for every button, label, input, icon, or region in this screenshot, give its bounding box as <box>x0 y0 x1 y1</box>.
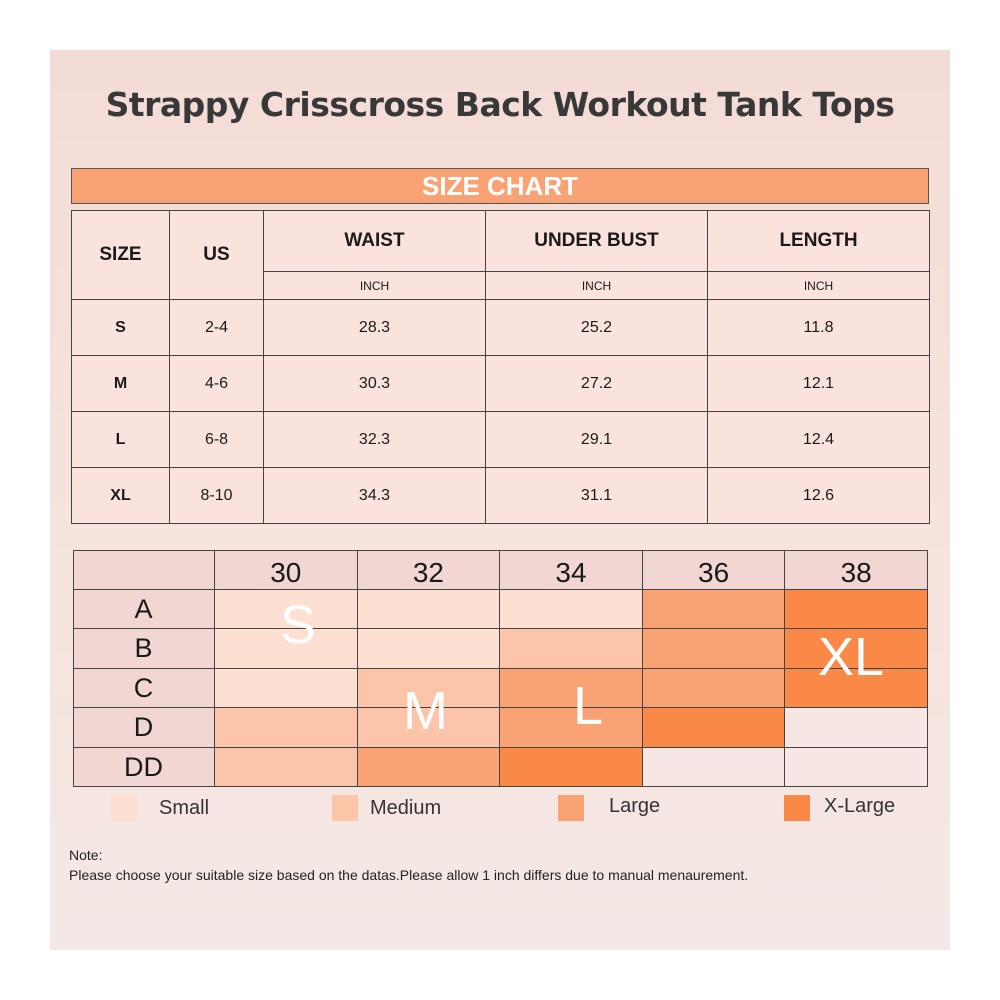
band-header: 32 <box>357 550 501 590</box>
legend-label: Small <box>159 797 210 819</box>
size-cell <box>357 590 501 630</box>
grid-corner-cell <box>73 550 215 590</box>
table-row: L 6-8 32.3 29.1 12.4 <box>71 411 930 468</box>
size-cell <box>642 708 786 748</box>
unit-label-length: INCH <box>707 271 930 300</box>
column-header-us: US <box>169 210 264 300</box>
size-cell <box>215 708 358 748</box>
band-header: 36 <box>642 550 786 590</box>
length-cell: 11.8 <box>707 299 930 356</box>
size-cell <box>642 629 786 669</box>
size-cell <box>357 708 501 748</box>
us-cell: 2-4 <box>169 299 264 356</box>
unit-label-waist: INCH <box>263 271 486 300</box>
cup-header: D <box>73 708 215 748</box>
size-cell <box>215 590 358 630</box>
column-header-size: SIZE <box>71 210 170 300</box>
column-header-length: LENGTH <box>707 210 930 272</box>
under-bust-cell: 31.1 <box>485 467 708 524</box>
band-header: 38 <box>785 550 928 590</box>
size-cell: XL <box>71 467 170 524</box>
size-cell <box>500 629 643 669</box>
size-cell <box>785 629 928 669</box>
size-overlay-l: L <box>573 676 604 736</box>
waist-cell: 28.3 <box>263 299 486 356</box>
unit-label-under-bust: INCH <box>485 271 708 300</box>
size-cell <box>785 668 928 709</box>
size-cell <box>215 629 358 669</box>
cup-header: A <box>73 590 215 630</box>
size-cell <box>357 668 501 709</box>
size-cell <box>642 747 786 787</box>
size-cell <box>642 590 786 630</box>
legend-label: Large <box>609 795 661 817</box>
under-bust-cell: 27.2 <box>485 355 708 412</box>
column-header-under-bust: UNDER BUST <box>485 210 708 272</box>
waist-cell: 30.3 <box>263 355 486 412</box>
length-cell: 12.4 <box>707 411 930 468</box>
legend-swatch <box>558 795 584 821</box>
legend-label: X-Large <box>824 795 896 817</box>
size-cell <box>500 747 643 787</box>
size-cell <box>785 708 928 748</box>
size-cell: S <box>71 299 170 356</box>
band-header: 30 <box>215 550 358 590</box>
size-cell <box>785 747 928 787</box>
size-cell <box>642 668 786 709</box>
table-row: XL 8-10 34.3 31.1 12.6 <box>71 467 930 524</box>
column-header-waist: WAIST <box>263 210 486 272</box>
band-header: 34 <box>500 550 643 590</box>
size-overlay-m: M <box>403 681 448 741</box>
cup-header: C <box>73 668 215 709</box>
bra-size-grid: 30 32 34 36 38 A B C D DD S M L XL <box>73 550 928 787</box>
under-bust-cell: 25.2 <box>485 299 708 356</box>
cup-header: DD <box>73 747 215 787</box>
legend-swatch <box>332 795 358 821</box>
size-overlay-s: S <box>280 595 317 655</box>
note-text: Please choose your suitable size based o… <box>69 867 749 883</box>
size-cell <box>500 590 643 630</box>
legend-swatch <box>784 795 810 821</box>
table-row: S 2-4 28.3 25.2 11.8 <box>71 299 930 356</box>
table-row: M 4-6 30.3 27.2 12.1 <box>71 355 930 412</box>
page-title: Strappy Crisscross Back Workout Tank Top… <box>105 85 895 124</box>
size-cell: L <box>71 411 170 468</box>
size-cell <box>500 708 643 748</box>
length-cell: 12.6 <box>707 467 930 524</box>
size-cell <box>357 629 501 669</box>
us-cell: 6-8 <box>169 411 264 468</box>
waist-cell: 32.3 <box>263 411 486 468</box>
size-cell <box>215 668 358 709</box>
us-cell: 4-6 <box>169 355 264 412</box>
size-cell <box>785 590 928 630</box>
size-cell <box>357 747 501 787</box>
size-overlay-xl: XL <box>818 627 885 687</box>
note-title: Note: <box>69 847 103 863</box>
size-cell <box>500 668 643 709</box>
legend-label: Medium <box>370 797 442 819</box>
size-cell <box>215 747 358 787</box>
size-chart-heading: SIZE CHART <box>71 168 929 204</box>
waist-cell: 34.3 <box>263 467 486 524</box>
length-cell: 12.1 <box>707 355 930 412</box>
under-bust-cell: 29.1 <box>485 411 708 468</box>
us-cell: 8-10 <box>169 467 264 524</box>
cup-header: B <box>73 629 215 669</box>
size-table: SIZE US WAIST UNDER BUST LENGTH INCH INC… <box>71 210 930 524</box>
legend-swatch <box>111 795 137 821</box>
size-cell: M <box>71 355 170 412</box>
